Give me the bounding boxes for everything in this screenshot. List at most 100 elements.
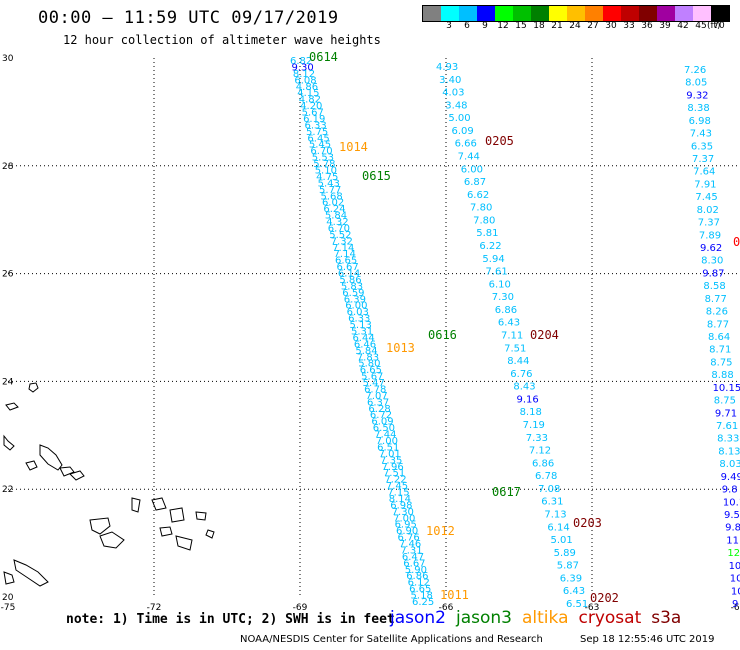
colorbar-swatch: [531, 6, 549, 21]
wave-height-value: 6.50: [373, 423, 395, 434]
wave-height-value: 9.71: [715, 408, 737, 419]
wave-height-value: 5.67: [361, 372, 383, 383]
map-subtitle: 12 hour collection of altimeter wave hei…: [63, 33, 381, 47]
wave-height-value: 3.48: [445, 100, 467, 111]
colorbar-label: 42: [677, 21, 689, 31]
wave-height-value: 9.8: [722, 485, 738, 496]
wave-height-value: 7.19: [523, 420, 545, 431]
wave-height-value: 6.66: [455, 139, 477, 150]
colorbar-label: 33: [623, 21, 635, 31]
wave-height-value: 6.76: [397, 533, 419, 544]
colorbar-label: 12: [497, 21, 509, 31]
wave-height-value: 9.32: [686, 90, 708, 101]
colorbar-unit: (ft): [707, 21, 721, 31]
colorbar-swatch: [459, 6, 477, 21]
wave-height-value: 6.98: [689, 116, 711, 127]
wave-height-value: 6.39: [344, 294, 366, 305]
wave-height-value: 6.35: [691, 141, 713, 152]
wave-height-value: 6.51: [566, 599, 588, 610]
wave-height-value: 7.15: [387, 488, 409, 499]
wave-height-value: 5.87: [557, 561, 579, 572]
wave-height-value: 9.8: [725, 523, 740, 534]
wave-height-value: 8.64: [708, 332, 730, 343]
wave-height-value: 8.71: [709, 345, 731, 356]
wave-height-value: 7.45: [695, 192, 717, 203]
satellite-legend: jason2 jason3 altika cryosat s3a: [390, 608, 691, 628]
island-outline: [39, 444, 63, 471]
wave-height-value: 7.12: [529, 446, 551, 457]
colorbar-swatch: [693, 6, 711, 21]
wave-height-value: 8.77: [705, 294, 727, 305]
wave-height-value: 7.80: [473, 215, 495, 226]
longitude-label: -75: [1, 603, 16, 613]
colorbar-label: 36: [641, 21, 653, 31]
wave-height-value: 7.32: [331, 236, 353, 247]
colorbar-swatch: [441, 6, 459, 21]
wave-height-value: 7.64: [693, 167, 715, 178]
wave-height-value: 7.31: [400, 545, 422, 556]
wave-height-value: 9.62: [700, 243, 722, 254]
pass-label: 1012: [426, 524, 455, 538]
wave-height-value: 6.67: [403, 558, 425, 569]
generated-timestamp: Sep 18 12:55:46 UTC 2019: [580, 634, 715, 645]
longitude-label: -63: [585, 603, 600, 613]
wave-height-value: 6.14: [338, 269, 360, 280]
wave-height-value: 10.1: [723, 497, 740, 508]
wave-height-value: 5.53: [312, 153, 334, 164]
wave-height-value: 7.61: [716, 421, 738, 432]
colorbar-label: 39: [659, 21, 671, 31]
wave-height-value: 6.95: [395, 520, 417, 531]
latitude-label: 28: [2, 162, 14, 172]
wave-height-value: 5.94: [482, 254, 504, 265]
colorbar-label: 30: [605, 21, 617, 31]
wave-height-value: 7.14: [332, 243, 354, 254]
longitude-label: -60: [731, 603, 740, 613]
colorbar-swatch: [621, 6, 639, 21]
wave-height-value: 8.75: [714, 396, 736, 407]
wave-height-value: 8.12: [293, 69, 315, 80]
wave-height-value: 6.45: [307, 133, 329, 144]
wave-height-value: 4.82: [299, 95, 321, 106]
latitude-label: 30: [2, 54, 14, 64]
wave-height-value: 5.77: [319, 185, 341, 196]
wave-height-value: 7.51: [383, 468, 405, 479]
wave-height-value: 6.98: [390, 500, 412, 511]
wave-height-value: 7.80: [470, 203, 492, 214]
island-outline: [131, 497, 141, 513]
wave-height-value: 9.87: [702, 268, 724, 279]
wave-height-value: 8.18: [520, 407, 542, 418]
wave-height-value: 5.75: [306, 127, 328, 138]
map-title: 00:00 – 11:59 UTC 09/17/2019: [38, 8, 339, 28]
wave-height-value: 8.02: [697, 205, 719, 216]
wave-height-value: 6.19: [303, 114, 325, 125]
wave-height-value: 9.49: [721, 472, 740, 483]
wave-height-value: 7.83: [357, 352, 379, 363]
latitude-label: 26: [2, 270, 14, 280]
wave-height-value: 7.33: [526, 433, 548, 444]
wave-height-value: 6.70: [328, 223, 350, 234]
wave-height-value: 7.22: [384, 475, 406, 486]
wave-height-value: 5.18: [411, 591, 433, 602]
island-outline: [99, 531, 125, 549]
island-outline: [69, 470, 85, 481]
wave-height-value: 6.28: [368, 404, 390, 415]
credit-line: NOAA/NESDIS Center for Satellite Applica…: [240, 634, 543, 645]
wave-height-value: 9: [732, 599, 738, 610]
pass-label: 0616: [428, 328, 457, 342]
colorbar-label: 18: [533, 21, 545, 31]
wave-height-value: 6.02: [322, 198, 344, 209]
wave-height-value: 5.45: [309, 140, 331, 151]
wave-height-value: 6.62: [467, 190, 489, 201]
colorbar-label: 6: [464, 21, 470, 31]
wave-height-value: 8.13: [718, 446, 740, 457]
wave-height-value: 5.67: [302, 108, 324, 119]
island-outline: [195, 511, 207, 521]
colorbar-swatch: [675, 6, 693, 21]
wave-height-value: 6.25: [412, 597, 434, 608]
wave-height-value: 5.52: [329, 230, 351, 241]
island-outline: [3, 571, 15, 585]
island-outline: [3, 434, 15, 451]
wave-height-value: 6.44: [352, 333, 374, 344]
legend-jason2: jason2: [390, 608, 446, 628]
